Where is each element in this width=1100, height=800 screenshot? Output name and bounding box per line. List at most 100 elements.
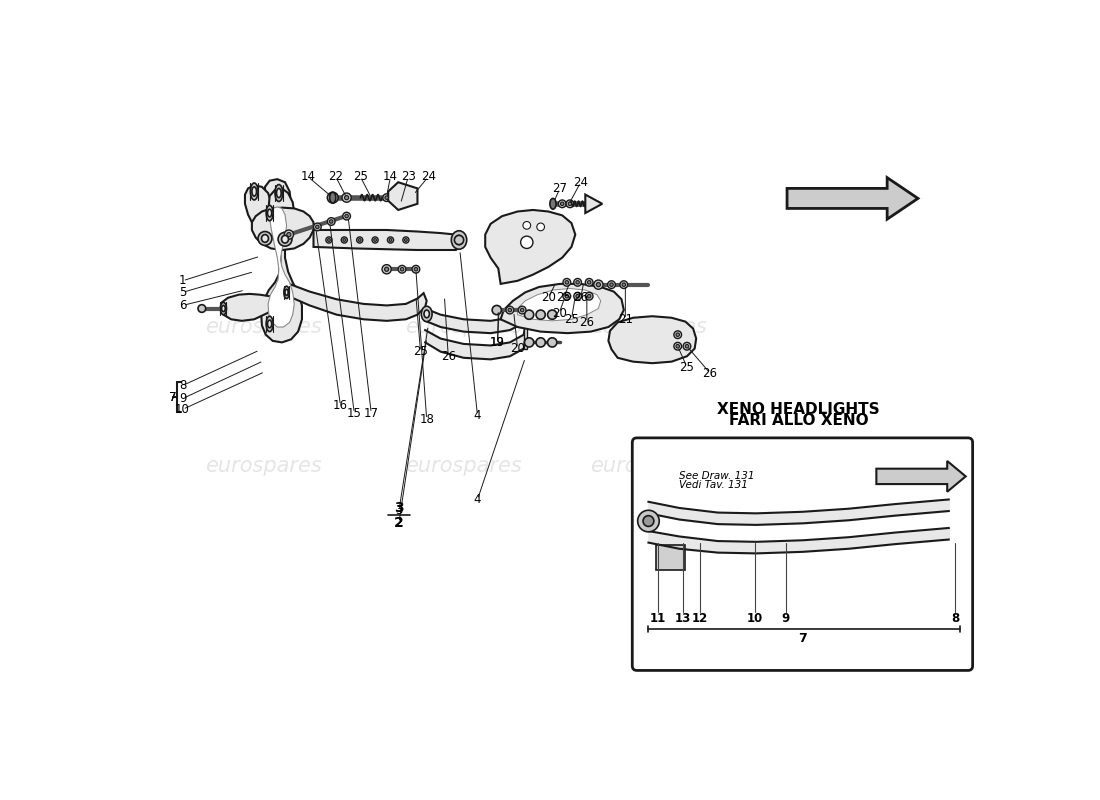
Circle shape [587, 294, 591, 298]
Circle shape [676, 345, 680, 348]
Circle shape [685, 345, 689, 348]
Text: 19: 19 [490, 336, 505, 349]
Circle shape [330, 220, 333, 223]
Text: 7: 7 [799, 632, 806, 646]
Text: 26: 26 [441, 350, 455, 362]
Circle shape [405, 238, 407, 242]
Text: 27: 27 [552, 182, 568, 195]
Circle shape [287, 233, 290, 237]
Polygon shape [220, 293, 285, 321]
Ellipse shape [424, 310, 429, 318]
Circle shape [620, 281, 628, 289]
Circle shape [383, 194, 390, 202]
Circle shape [525, 338, 533, 347]
Ellipse shape [645, 516, 652, 526]
Text: 14: 14 [300, 170, 316, 183]
Text: 20: 20 [552, 306, 567, 320]
Circle shape [596, 282, 601, 286]
Circle shape [372, 237, 378, 243]
Ellipse shape [550, 198, 557, 209]
Ellipse shape [266, 316, 273, 332]
Text: 3: 3 [394, 501, 404, 515]
Ellipse shape [421, 306, 432, 322]
Ellipse shape [252, 187, 256, 196]
Circle shape [326, 237, 332, 243]
Text: eurospares: eurospares [205, 317, 322, 337]
Circle shape [314, 223, 321, 230]
Circle shape [565, 294, 569, 298]
Ellipse shape [267, 209, 272, 217]
Circle shape [623, 283, 626, 286]
Text: 2: 2 [395, 516, 403, 529]
Circle shape [561, 202, 564, 206]
Text: Vedi Tav. 131: Vedi Tav. 131 [680, 480, 748, 490]
Polygon shape [500, 284, 624, 333]
Circle shape [403, 237, 409, 243]
Ellipse shape [330, 192, 336, 203]
Polygon shape [517, 289, 601, 321]
Circle shape [520, 236, 532, 249]
Circle shape [548, 338, 557, 346]
Text: 9: 9 [179, 392, 186, 405]
Text: 6: 6 [179, 299, 186, 312]
Text: 12: 12 [692, 611, 708, 625]
Text: 20: 20 [541, 291, 556, 304]
Ellipse shape [455, 235, 463, 245]
Circle shape [548, 311, 557, 318]
Circle shape [508, 308, 512, 312]
Circle shape [492, 306, 502, 314]
Circle shape [566, 200, 574, 208]
Text: 1: 1 [179, 274, 186, 287]
Ellipse shape [947, 533, 954, 540]
Polygon shape [877, 461, 966, 492]
Circle shape [525, 310, 533, 319]
Text: eurospares: eurospares [590, 317, 707, 337]
Circle shape [385, 196, 388, 199]
Ellipse shape [282, 235, 288, 243]
Circle shape [684, 549, 690, 554]
Circle shape [594, 280, 603, 290]
Text: See Draw. 131: See Draw. 131 [680, 470, 755, 481]
Circle shape [345, 214, 349, 218]
Ellipse shape [262, 234, 268, 242]
Circle shape [536, 310, 546, 319]
Text: 25: 25 [557, 291, 571, 304]
Text: 2: 2 [394, 515, 404, 530]
Text: eurospares: eurospares [405, 317, 522, 337]
Polygon shape [788, 178, 917, 219]
Circle shape [576, 294, 580, 298]
Circle shape [387, 237, 394, 243]
Circle shape [344, 195, 349, 200]
Circle shape [343, 238, 345, 242]
Text: 26: 26 [703, 366, 717, 380]
Circle shape [683, 342, 691, 350]
Circle shape [638, 510, 659, 532]
Ellipse shape [640, 510, 656, 532]
Text: 11: 11 [650, 611, 666, 625]
Ellipse shape [221, 306, 226, 311]
Text: 19: 19 [490, 336, 505, 349]
Text: FARI ALLO XENO: FARI ALLO XENO [729, 414, 868, 429]
Circle shape [385, 267, 388, 271]
Circle shape [537, 311, 544, 318]
Polygon shape [252, 208, 314, 250]
Circle shape [563, 292, 571, 300]
Circle shape [676, 333, 680, 337]
Ellipse shape [275, 185, 283, 202]
Polygon shape [524, 326, 527, 349]
Circle shape [565, 281, 569, 284]
Ellipse shape [947, 502, 954, 510]
Ellipse shape [944, 498, 957, 514]
Ellipse shape [284, 286, 289, 298]
Circle shape [674, 342, 682, 350]
Circle shape [526, 338, 534, 346]
Circle shape [398, 266, 406, 273]
Circle shape [374, 238, 376, 242]
Circle shape [356, 237, 363, 243]
Text: XENO HEADLIGHTS: XENO HEADLIGHTS [717, 402, 880, 417]
Circle shape [684, 557, 690, 562]
Text: 10: 10 [175, 403, 190, 416]
Polygon shape [585, 194, 603, 213]
Text: 7: 7 [168, 391, 176, 404]
Polygon shape [608, 316, 696, 363]
